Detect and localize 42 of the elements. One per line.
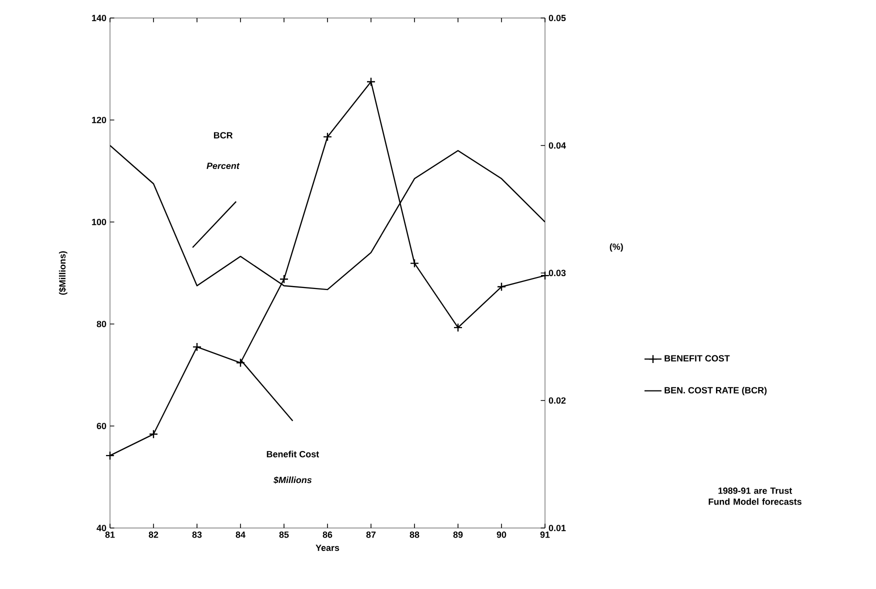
- point: [279, 274, 289, 284]
- point: [366, 77, 376, 86]
- point: [105, 450, 115, 460]
- point: [453, 322, 463, 332]
- y-tick-label: 120: [92, 116, 106, 124]
- point: [410, 258, 420, 268]
- y-tick-label: 60: [96, 422, 106, 430]
- y2-tick-label: 0.04: [548, 142, 566, 149]
- x-tick-label: 83: [192, 532, 202, 538]
- x-tick-label: 90: [496, 532, 506, 538]
- y-tick-label: 80: [96, 320, 106, 328]
- point: [496, 282, 506, 292]
- y2-axis-title: (%): [610, 243, 623, 252]
- point: [148, 430, 158, 439]
- annotation: BCR: [214, 132, 233, 138]
- x-tick-label: 88: [410, 532, 420, 538]
- x-axis-title: Years: [316, 544, 340, 551]
- legend-label: BENEFIT COST: [664, 355, 730, 362]
- x-tick-label: 85: [279, 532, 289, 538]
- x-tick-label: 86: [322, 532, 332, 538]
- y2-tick-label: 0.05: [548, 14, 566, 22]
- x-tick-label: 82: [148, 532, 158, 538]
- x-tick-label: 87: [366, 532, 376, 538]
- y-tick-label: 100: [92, 218, 106, 226]
- x-tick-label: 89: [453, 532, 463, 538]
- y-tick-label: 40: [96, 524, 106, 532]
- x-tick-label: 91: [540, 532, 550, 538]
- annotation: $Millions: [273, 476, 312, 484]
- y-axis-title: ($Millions): [58, 251, 68, 295]
- annotation: Benefit Cost: [266, 450, 319, 458]
- annotation: Percent: [206, 162, 240, 170]
- x-tick-label: 81: [105, 532, 115, 538]
- x-tick-label: 84: [236, 532, 246, 538]
- y2-tick-label: 0.02: [548, 397, 566, 404]
- point: [322, 132, 332, 142]
- point: [236, 358, 246, 368]
- text: 1989-91 are Trust Fund Model forecasts: [708, 488, 802, 505]
- y-tick-label: 140: [92, 14, 106, 22]
- point: [192, 342, 202, 352]
- y2-tick-label: 0.03: [548, 270, 566, 276]
- legend-label: BEN. COST RATE (BCR): [664, 386, 767, 396]
- y2-tick-label: 0.01: [548, 524, 566, 532]
